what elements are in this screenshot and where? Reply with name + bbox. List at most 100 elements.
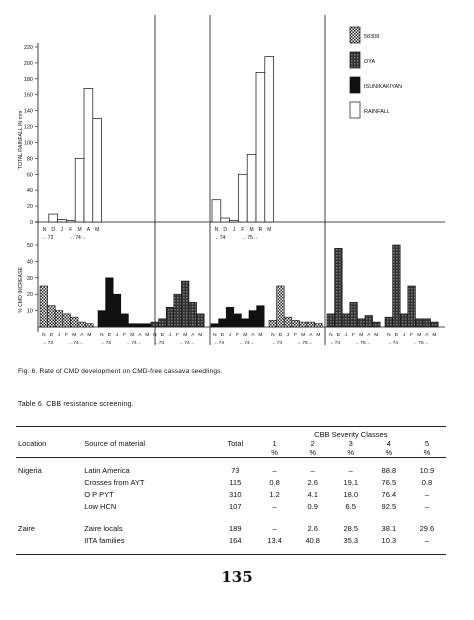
cmd-bar (105, 277, 114, 328)
cmd-year-label: ←74 (272, 340, 282, 346)
unit-5: % (423, 448, 431, 457)
cell-c4: 10.3 (381, 536, 397, 545)
cmd-bar (70, 316, 79, 328)
rain-bar (74, 158, 85, 223)
cmd-month-label: J (116, 332, 119, 338)
cmd-year-label: ←74→ (240, 340, 255, 346)
y-axis-label-rain: TOTAL RAINFALL IN mm (18, 111, 24, 170)
cmd-month-label: D (395, 332, 399, 338)
rain-month-label: D (51, 227, 55, 233)
y-tick-label-cmd: 40 (27, 259, 33, 265)
cell-location: Nigeria (18, 466, 42, 475)
cmd-bar (276, 285, 285, 328)
cmd-bar (283, 316, 293, 328)
y-tick-label-cmd: 50 (27, 243, 33, 249)
cmd-month-label: M (87, 332, 91, 338)
cmd-month-label: M (258, 332, 262, 338)
cmd-bar (85, 323, 94, 328)
cmd-month-label: M (145, 332, 149, 338)
y-tick-label-rain: 200 (24, 61, 33, 67)
cmd-bar (334, 247, 343, 328)
cmd-month-label: D (108, 332, 112, 338)
cmd-bar (210, 323, 219, 328)
cmd-rainfall-figure: 2202001801601401201008060402005040302010… (18, 15, 445, 346)
cmd-month-label: M (359, 332, 363, 338)
cmd-year-label: ←74→ (69, 340, 84, 346)
cmd-month-label: M (374, 332, 378, 338)
cell-c1: 1.2 (269, 490, 280, 499)
col-class-2: 2 (310, 439, 315, 448)
cell-c3: 28.5 (343, 524, 359, 533)
cmd-bar (415, 318, 424, 328)
cmd-month-label: N (387, 332, 391, 338)
cmd-bar (341, 313, 351, 328)
rain-bar (229, 220, 239, 223)
col-class-1: 1 (272, 439, 277, 448)
y-tick-label-rain: 20 (27, 204, 33, 210)
cmd-bar (158, 318, 167, 328)
cmd-bar (233, 313, 242, 328)
rain-bar (264, 56, 274, 223)
cmd-bar (225, 307, 235, 328)
cmd-bar (112, 293, 122, 328)
cmd-bar (384, 316, 393, 328)
col-class-3: 3 (348, 439, 353, 448)
cell-total: 73 (231, 466, 240, 475)
cmd-month-label: N (100, 332, 104, 338)
cmd-year-label: ←73 (43, 340, 53, 346)
rain-bar (211, 199, 222, 223)
cmd-bar (314, 323, 323, 328)
rain-bar (66, 220, 76, 223)
y-tick-label-cmd: 30 (27, 276, 33, 282)
rain-year-label: ←73 (43, 235, 54, 241)
cell-c3: – (348, 466, 353, 475)
cmd-month-label: M (183, 332, 187, 338)
cmd-month-label: D (221, 332, 225, 338)
cell-c4: 88.8 (381, 466, 397, 475)
rain-month-label: N (43, 227, 47, 233)
cmd-month-label: F (176, 332, 179, 338)
rain-year-label: ←74→ (70, 235, 86, 241)
cmd-bar (372, 321, 381, 328)
cell-c3: 19.1 (343, 478, 359, 487)
figure-caption: Fig. 6. Rate of CMD development on CMD-f… (18, 368, 223, 375)
table-row: Low HCN 107 – 0.9 6.5 92.5 – (16, 502, 446, 514)
table-row: Zaire Zaire locals 189 – 2.6 28.5 38.1 29.6 (16, 514, 446, 536)
rain-month-label: M (95, 227, 99, 233)
cmd-month-label: J (229, 332, 232, 338)
cell-total: 115 (229, 478, 242, 487)
cmd-bar (143, 323, 152, 328)
cmd-bar (150, 321, 159, 328)
cell-source: Crosses from AYT (84, 478, 145, 487)
cmd-bar (128, 323, 137, 328)
cbb-table: CBB Severity Classes Location Source of … (16, 426, 446, 555)
cmd-month-label: F (65, 332, 68, 338)
cmd-month-label: M (130, 332, 134, 338)
cbb-group-header: CBB Severity Classes (314, 430, 388, 439)
cmd-bar (291, 320, 300, 328)
cmd-bar (399, 313, 409, 328)
cell-c5: 29.6 (419, 524, 435, 533)
y-tick-label-rain: 0 (30, 220, 33, 226)
cell-c2: 2.6 (307, 478, 318, 487)
cmd-year-label: ←73 (154, 340, 164, 346)
cmd-month-label: N (42, 332, 46, 338)
cmd-year-label: ←74→ (180, 340, 195, 346)
y-tick-label-rain: 180 (24, 77, 33, 83)
cmd-year-label: ←73 (101, 340, 111, 346)
cmd-month-label: A (309, 332, 313, 338)
cmd-month-label: A (425, 332, 429, 338)
table-title: Table 6. CBB resistance screening. (18, 401, 134, 408)
cell-c1: 0.8 (269, 478, 280, 487)
rain-bar (238, 173, 248, 223)
cell-total: 107 (229, 502, 242, 511)
cmd-month-label: J (287, 332, 290, 338)
cmd-year-label: ←74 (330, 340, 340, 346)
cmd-month-label: M (417, 332, 421, 338)
rain-month-label: M (250, 227, 254, 233)
rain-bar (57, 219, 67, 223)
cmd-bar (181, 280, 190, 328)
cell-c4: 76.4 (381, 490, 397, 499)
cmd-month-label: N (153, 332, 157, 338)
cell-c1: – (272, 466, 277, 475)
